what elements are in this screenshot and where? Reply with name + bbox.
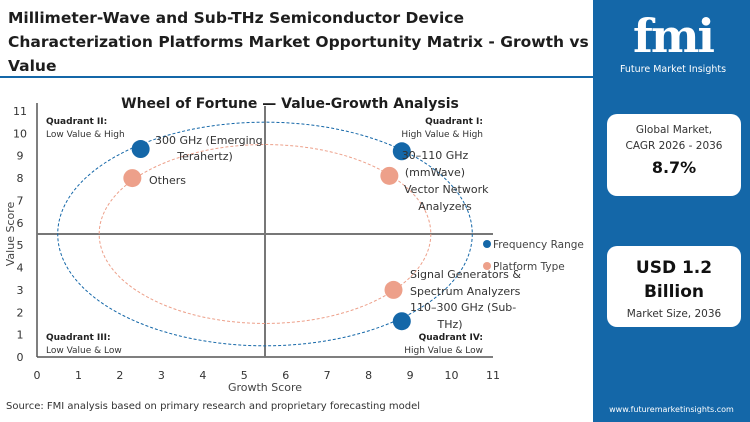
legend-marker <box>483 262 491 270</box>
y-tick-label: 6 <box>17 217 24 230</box>
quadrant-title: Quadrant I: <box>425 117 483 127</box>
cagr-card: Global Market, CAGR 2026 - 2036 8.7% <box>607 114 741 196</box>
x-tick-label: 4 <box>199 369 206 382</box>
point-label: Spectrum Analyzers <box>410 285 521 298</box>
quadrant-subtitle: Low Value & Low <box>46 346 122 356</box>
y-tick-label: 3 <box>17 284 24 297</box>
side-panel: fmi Future Market Insights Global Market… <box>593 0 750 422</box>
y-tick-label: 0 <box>17 351 24 364</box>
y-tick-label: 4 <box>17 262 24 275</box>
x-tick-label: 11 <box>486 369 500 382</box>
website-link[interactable]: www.futuremarketinsights.com <box>609 405 734 414</box>
data-point <box>131 140 150 159</box>
chart: Wheel of Fortune — Value-Growth Analysis… <box>4 96 584 394</box>
x-tick-label: 5 <box>241 369 248 382</box>
quadrant-subtitle: High Value & High <box>401 130 483 140</box>
chart-title: Wheel of Fortune — Value-Growth Analysis <box>121 96 459 112</box>
point-label: 30–110 GHz <box>402 149 469 162</box>
page-title: Millimeter-Wave and Sub-THz Semiconducto… <box>8 9 589 75</box>
data-point <box>380 166 399 185</box>
point-label: Others <box>149 174 186 187</box>
market-size-value-2: Billion <box>643 282 705 302</box>
legend-marker <box>483 240 491 248</box>
market-size-value-1: USD 1.2 <box>635 258 713 278</box>
ellipse-platform <box>98 144 432 324</box>
x-tick-label: 3 <box>158 369 165 382</box>
title-rule <box>0 76 593 78</box>
cagr-label-1: Global Market, <box>635 124 713 136</box>
quadrant-subtitle: Low Value & High <box>46 130 125 140</box>
fmi-logo: fmi Future Market Insights <box>613 8 733 75</box>
data-point <box>384 280 403 299</box>
point-label: Vector Network <box>404 183 489 196</box>
x-tick-label: 10 <box>445 369 459 382</box>
source-note: Source: FMI analysis based on primary re… <box>6 401 421 412</box>
y-tick-label: 1 <box>17 329 24 342</box>
y-tick-label: 5 <box>17 239 24 252</box>
cagr-value: 8.7% <box>651 158 697 177</box>
quadrant-title: Quadrant III: <box>46 333 111 343</box>
point-label: (mmWave) <box>405 166 465 179</box>
x-tick-label: 1 <box>75 369 82 382</box>
point-label: 110–300 GHz (Sub- <box>410 301 516 314</box>
y-tick-label: 7 <box>17 194 24 207</box>
logo-mark: fmi <box>633 9 715 63</box>
y-tick-label: 8 <box>17 172 24 185</box>
x-tick-label: 8 <box>365 369 372 382</box>
y-tick-label: 2 <box>17 306 24 319</box>
point-label: 300 GHz (Emerging <box>155 134 263 147</box>
data-point <box>392 312 411 331</box>
x-tick-label: 2 <box>116 369 123 382</box>
point-label: THz) <box>436 318 462 331</box>
quadrant-title: Quadrant II: <box>46 117 107 127</box>
y-tick-label: 9 <box>17 150 24 163</box>
ellipse-frequency <box>57 121 473 347</box>
x-axis-label: Growth Score <box>228 381 302 394</box>
quadrant-subtitle: High Value & Low <box>404 346 483 356</box>
market-size-label: Market Size, 2036 <box>626 308 722 320</box>
x-tick-label: 6 <box>282 369 289 382</box>
data-point <box>123 169 142 188</box>
y-axis-label: Value Score <box>4 202 17 267</box>
x-tick-label: 9 <box>407 369 414 382</box>
legend-label: Frequency Range <box>493 239 584 251</box>
x-tick-label: 7 <box>324 369 331 382</box>
market-size-card: USD 1.2 Billion Market Size, 2036 <box>607 246 741 327</box>
y-tick-label: 10 <box>13 127 27 140</box>
quadrant-title: Quadrant IV: <box>419 333 483 343</box>
y-tick-label: 11 <box>13 105 27 118</box>
data-point <box>392 142 411 161</box>
point-label: Analyzers <box>418 200 472 213</box>
cagr-label-2: CAGR 2026 - 2036 <box>625 140 723 152</box>
logo-subtitle: Future Market Insights <box>619 64 727 75</box>
legend-label: Platform Type <box>493 261 565 273</box>
point-label: Terahertz) <box>176 150 233 163</box>
point-label: Signal Generators & <box>410 268 521 281</box>
x-tick-label: 0 <box>34 369 41 382</box>
